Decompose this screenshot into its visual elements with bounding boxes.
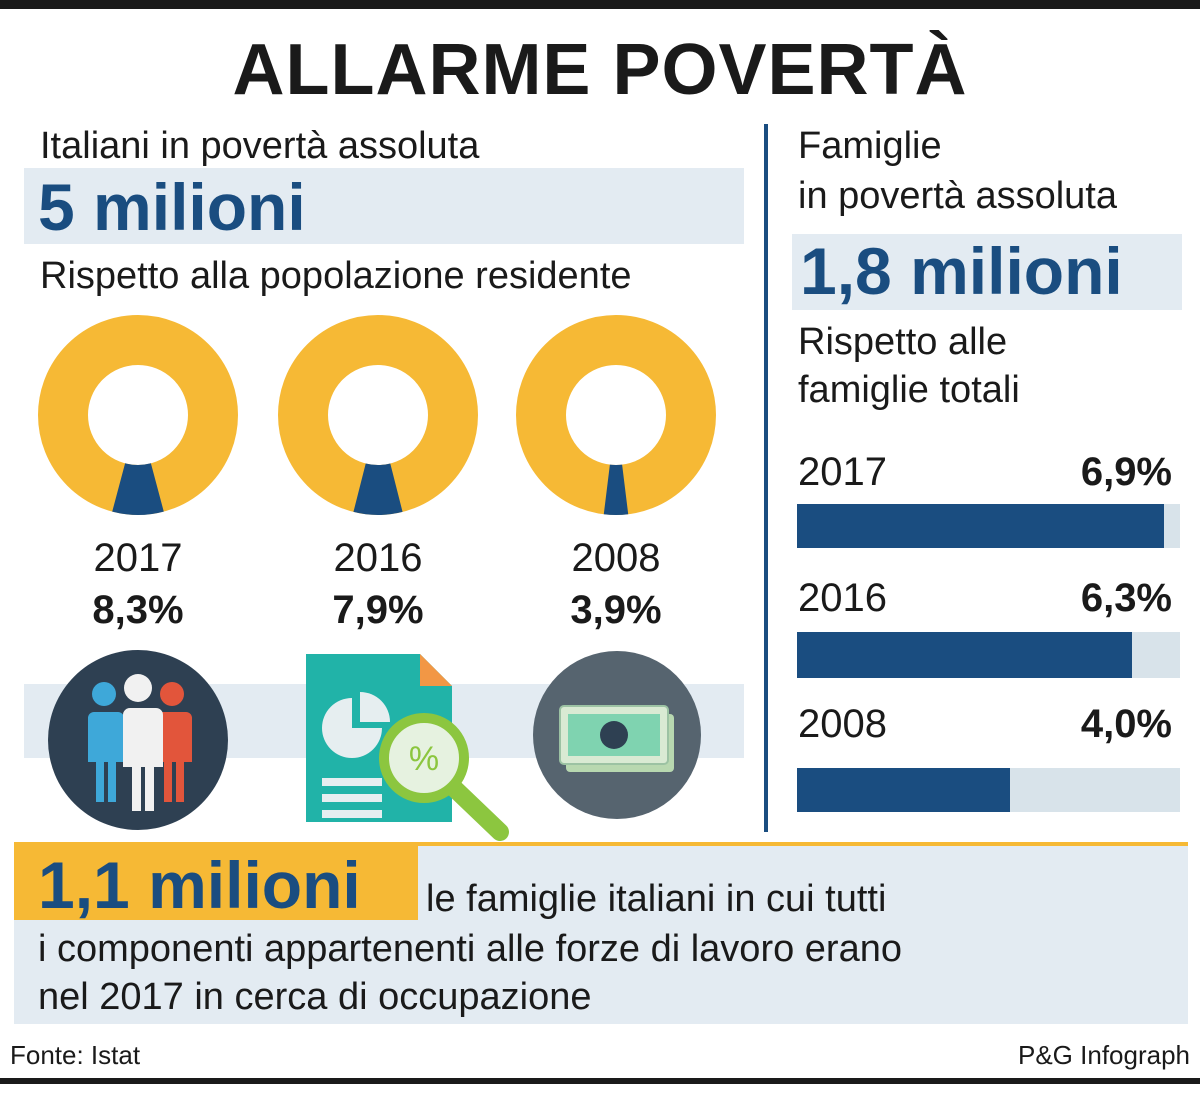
right-big-value: 1,8 milioni: [800, 234, 1123, 308]
right-value-band: [792, 234, 1182, 310]
donut-slice-2016: [353, 463, 403, 515]
bottom-big-value: 1,1 milioni: [38, 848, 361, 922]
bar-2016: [797, 632, 1133, 678]
right-subheading-line1: Rispetto alle: [798, 321, 1008, 363]
donut-year-2016: 2016: [333, 536, 423, 580]
left-value-band: [24, 168, 744, 244]
bar-year-2017: 2017: [798, 450, 887, 494]
bar-label-2008: 4,0%: [1080, 702, 1172, 746]
page-title: ALLARME POVERTÀ: [232, 30, 968, 110]
donut-label-2017: 8,3%: [92, 588, 184, 632]
document-chart-icon: %: [306, 654, 509, 841]
donut-label-2016: 7,9%: [332, 588, 424, 632]
right-heading-line2: in povertà assoluta: [798, 175, 1117, 217]
bar-2017: [797, 504, 1165, 548]
right-subheading-line2: famiglie totali: [798, 369, 1020, 411]
bar-track-2008: [797, 768, 1180, 812]
donut-year-2017: 2017: [93, 536, 183, 580]
donut-label-2008: 3,9%: [570, 588, 662, 632]
bar-2008: [797, 768, 1010, 812]
bar-label-2017: 6,9%: [1080, 450, 1172, 494]
bar-track-2016: [797, 632, 1180, 678]
people-icon: [48, 650, 228, 830]
svg-text:%: %: [409, 740, 439, 778]
bar-label-2016: 6,3%: [1080, 576, 1172, 620]
left-big-value: 5 milioni: [38, 170, 306, 244]
donut-year-2008: 2008: [571, 536, 661, 580]
left-subheading: Rispetto alla popolazione residente: [40, 255, 632, 297]
column-divider: [764, 124, 768, 832]
bottom-top-rule: [14, 842, 1188, 846]
right-heading-line1: Famiglie: [798, 125, 942, 167]
bottom-highlight: [14, 846, 418, 920]
top-rule: [0, 0, 1200, 9]
donut-charts: [38, 315, 716, 515]
bottom-rule: [0, 1078, 1200, 1084]
bar-year-2016: 2016: [798, 576, 887, 620]
bottom-text-line3: nel 2017 in cerca di occupazione: [38, 976, 592, 1018]
source-note: Fonte: Istat: [10, 1040, 141, 1070]
left-heading: Italiani in povertà assoluta: [40, 125, 480, 167]
donut-slice-2017: [112, 463, 164, 515]
bar-track-2017: [797, 504, 1180, 548]
donut-slice-2008: [603, 464, 629, 515]
credit-note: P&G Infograph: [1018, 1040, 1190, 1070]
bar-year-2008: 2008: [798, 702, 887, 746]
bottom-text-line2: i componenti appartenenti alle forze di …: [38, 928, 902, 970]
money-icon: [533, 651, 701, 819]
bottom-text-line1: le famiglie italiani in cui tutti: [426, 878, 887, 920]
